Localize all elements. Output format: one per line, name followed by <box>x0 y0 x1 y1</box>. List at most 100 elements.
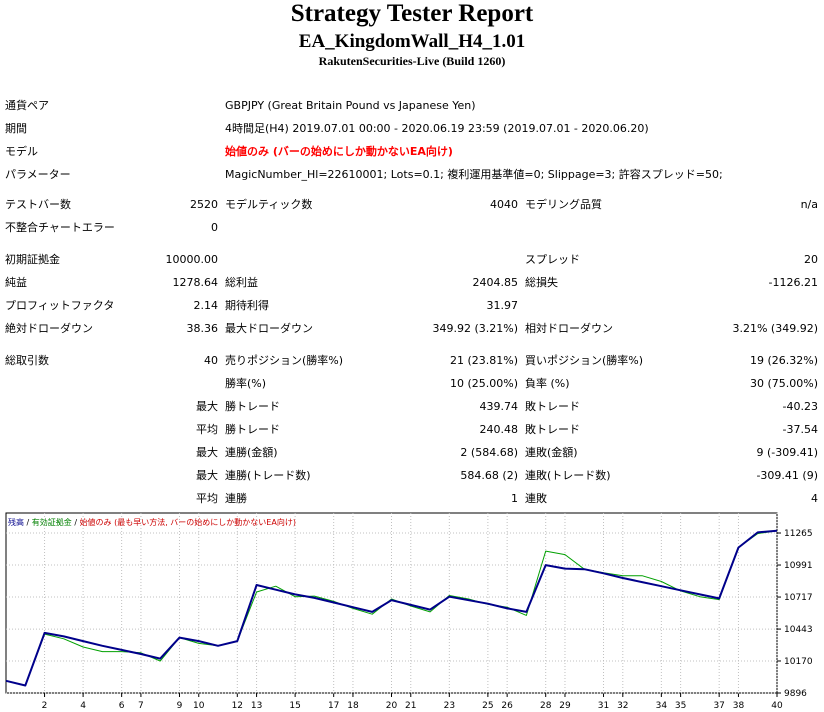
consecutive-loss-count-label: 連敗(トレード数) <box>525 469 611 482</box>
consecutive-loss-count-value: -309.41 (9) <box>756 469 818 482</box>
spread-label: スプレッド <box>525 253 580 266</box>
loss-trades-value: 30 (75.00%) <box>749 377 818 390</box>
quality-label: モデリング品質 <box>525 198 602 211</box>
parameters-label: パラメーター <box>5 168 71 181</box>
profit-trades-label: 勝率(%) <box>225 377 267 390</box>
largest-profit-trade-value: 439.74 <box>479 400 519 413</box>
legend-model: 始値のみ (最も早い方法, バーの始めにしか動かないEA向け) <box>79 518 296 527</box>
mismatch-value: 0 <box>211 221 218 234</box>
x-tick-label: 32 <box>617 701 628 709</box>
absolute-drawdown-label: 絶対ドローダウン <box>5 322 93 335</box>
legend-separator: / <box>24 518 32 527</box>
average-word: 平均 <box>196 423 218 436</box>
x-tick-label: 10 <box>193 701 205 709</box>
initial-deposit-label: 初期証拠金 <box>5 253 60 266</box>
average-consecutive-losses-value: 4 <box>811 492 818 505</box>
maximal-drawdown-label: 最大ドローダウン <box>225 322 313 335</box>
x-tick-label: 2 <box>42 701 48 709</box>
relative-drawdown-value: 3.21% (349.92) <box>732 322 818 335</box>
short-positions-label: 売りポジション(勝率%) <box>225 354 344 367</box>
spread-value: 20 <box>804 253 818 266</box>
net-profit-label: 純益 <box>5 276 27 289</box>
net-profit-value: 1278.64 <box>172 276 219 289</box>
x-tick-label: 18 <box>347 701 359 709</box>
largest-profit-trade-label: 勝トレード <box>225 400 280 413</box>
chart-svg: 2 4 6 7 9 10 12 13 15 17 18 20 21 23 25 26 28 29 31 32 34 35 3… <box>5 512 813 711</box>
relative-drawdown-label: 相対ドローダウン <box>525 322 613 335</box>
consecutive-wins-money-value: 2 (584.68) <box>460 446 518 459</box>
legend-balance: 残高 <box>8 518 24 527</box>
bars-value: 2520 <box>190 198 218 211</box>
x-tick-label: 12 <box>232 701 243 709</box>
balance-chart: 2 4 6 7 9 10 12 13 15 17 18 20 21 23 25 26 28 29 31 32 34 35 3… <box>5 511 822 711</box>
total-trades-value: 40 <box>204 354 218 367</box>
bars-label: テストバー数 <box>5 198 71 211</box>
maximal-drawdown-value: 349.92 (3.21%) <box>432 322 518 335</box>
short-positions-value: 21 (23.81%) <box>449 354 518 367</box>
model-label: モデル <box>5 145 38 158</box>
report-title: Strategy Tester Report <box>290 0 534 27</box>
consecutive-losses-money-value: 9 (-309.41) <box>756 446 818 459</box>
absolute-drawdown-value: 38.36 <box>186 322 219 335</box>
x-tick-label: 15 <box>289 701 300 709</box>
x-tick-label: 40 <box>771 701 783 709</box>
y-tick-label: 10991 <box>784 561 813 571</box>
largest-loss-trade-value: -40.23 <box>782 400 818 413</box>
x-tick-label: 20 <box>386 701 398 709</box>
gross-loss-label: 総損失 <box>525 276 558 289</box>
model-value: 始値のみ (バーの始めにしか動かないEA向け) <box>225 145 453 158</box>
quality-value: n/a <box>800 198 818 211</box>
symbol-label: 通貨ペア <box>5 99 49 112</box>
period-label: 期間 <box>5 122 27 135</box>
y-tick-label: 10717 <box>784 593 813 603</box>
x-tick-label: 17 <box>328 701 339 709</box>
average-profit-trade-value: 240.48 <box>479 423 519 436</box>
x-tick-label: 25 <box>482 701 493 709</box>
ticks-value: 4040 <box>490 198 518 211</box>
legend-separator: / <box>71 518 80 527</box>
average-consecutive-wins-label: 連勝 <box>225 492 247 505</box>
maximum-word: 最大 <box>196 446 218 459</box>
expected-payoff-value: 31.97 <box>486 299 519 312</box>
y-tick-label: 9896 <box>784 689 807 699</box>
total-trades-label: 総取引数 <box>5 354 49 367</box>
x-tick-label: 37 <box>713 701 724 709</box>
x-tick-label: 26 <box>501 701 513 709</box>
consecutive-profit-count-value: 584.68 (2) <box>460 469 518 482</box>
balance-line <box>5 529 778 687</box>
profit-factor-value: 2.14 <box>193 299 219 312</box>
x-tick-label: 38 <box>733 701 745 709</box>
profit-trades-value: 10 (25.00%) <box>449 377 518 390</box>
average-consecutive-losses-label: 連敗 <box>525 492 547 505</box>
x-tick-label: 28 <box>540 701 552 709</box>
long-positions-value: 19 (26.32%) <box>749 354 818 367</box>
parameters-value: MagicNumber_Hl=22610001; Lots=0.1; 複利運用基… <box>225 168 723 181</box>
loss-trades-label: 負率 (%) <box>525 377 570 390</box>
long-positions-label: 買いポジション(勝率%) <box>525 354 644 367</box>
chart-legend: 残高 / 有効証拠金 / 始値のみ (最も早い方法, バーの始めにしか動かないE… <box>8 517 296 528</box>
average-consecutive-word: 平均 <box>196 492 218 505</box>
gross-loss-value: -1126.21 <box>768 276 818 289</box>
x-tick-label: 4 <box>80 701 86 709</box>
ticks-label: モデルティック数 <box>225 198 313 211</box>
largest-loss-trade-label: 敗トレード <box>525 400 580 413</box>
symbol-value: GBPJPY (Great Britain Pound vs Japanese … <box>225 99 476 112</box>
average-loss-trade-label: 敗トレード <box>525 423 580 436</box>
expected-payoff-label: 期待利得 <box>225 299 269 312</box>
x-tick-label: 21 <box>405 701 416 709</box>
profit-factor-label: プロフィットファクタ <box>5 299 115 312</box>
x-tick-label: 13 <box>251 701 262 709</box>
x-tick-label: 31 <box>598 701 609 709</box>
period-value: 4時間足(H4) 2019.07.01 00:00 - 2020.06.19 2… <box>225 122 649 135</box>
x-tick-label: 23 <box>444 701 455 709</box>
x-tick-label: 9 <box>177 701 183 709</box>
average-consecutive-wins-value: 1 <box>511 492 518 505</box>
x-tick-label: 34 <box>656 701 668 709</box>
y-tick-label: 10170 <box>784 657 813 667</box>
maximal-word: 最大 <box>196 469 218 482</box>
x-tick-label: 29 <box>559 701 571 709</box>
y-tick-label: 10443 <box>784 625 813 635</box>
server-name: RakutenSecurities-Live (Build 1260) <box>318 54 506 68</box>
average-loss-trade-value: -37.54 <box>782 423 818 436</box>
largest-word: 最大 <box>196 400 218 413</box>
